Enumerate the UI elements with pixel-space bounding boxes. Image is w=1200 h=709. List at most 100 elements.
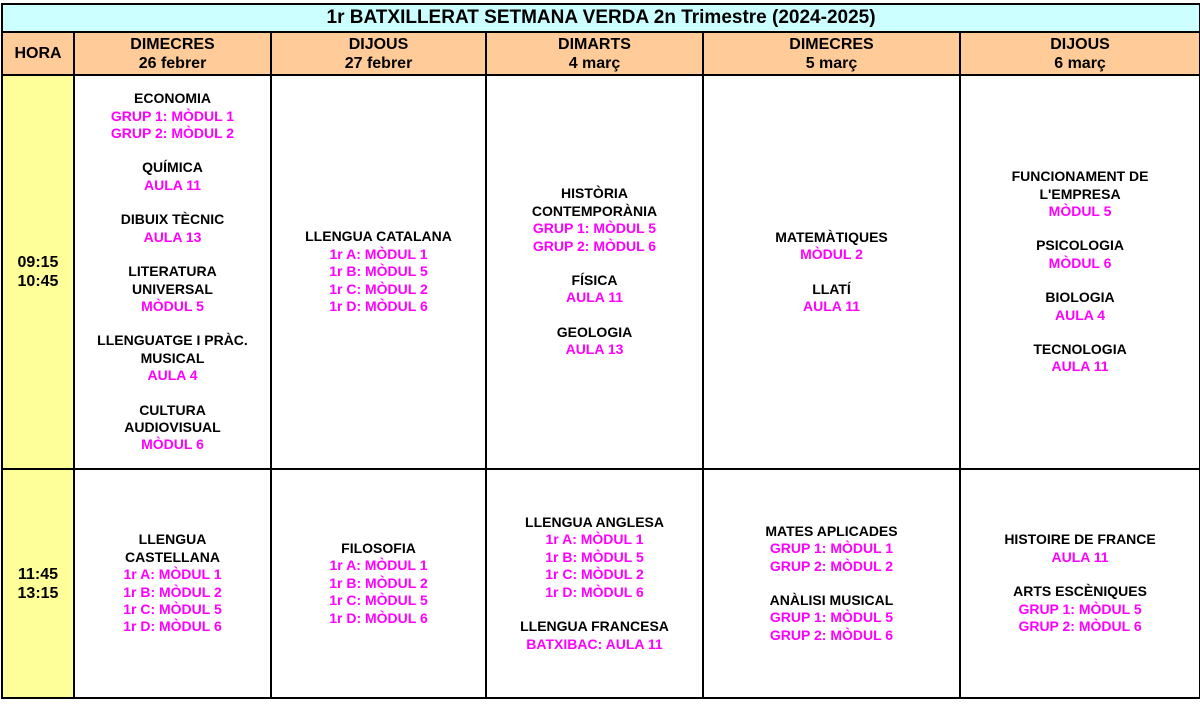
- schedule-cell: FUNCIONAMENT DE L'EMPRESA MÒDUL 5 PSICOLOGI…: [958, 74, 1200, 470]
- room-assignment: 1r B: MÒDUL 5: [545, 548, 644, 565]
- room-assignment: 1r C: MÒDUL 5: [123, 600, 222, 617]
- room-assignment: 1r D: MÒDUL 6: [545, 583, 644, 600]
- subject-name: AUDIOVISUAL: [124, 418, 221, 435]
- schedule-cell: MATEMÀTIQUES MÒDUL 2 LLATÍ AULA 11: [702, 74, 961, 470]
- subject-block: FÍSICA AULA 11: [487, 272, 702, 307]
- subject-name: FÍSICA: [571, 272, 618, 288]
- day-header: DIJOUS 6 març: [958, 31, 1200, 76]
- subject-name: PSICOLOGIA: [1036, 237, 1124, 254]
- day-header: DIMECRES 5 març: [702, 31, 961, 76]
- room-assignment: 1r D: MÒDUL 6: [329, 298, 428, 315]
- room-assignment: MÒDUL 2: [800, 246, 863, 263]
- subject-block: BIOLOGIA AULA 4: [961, 289, 1199, 324]
- subject-name: LLENGUA FRANCESA: [520, 618, 669, 635]
- subject-block: LLENGUA ANGLESA 1r A: MÒDUL 1 1r B: MÒDUL …: [487, 514, 702, 601]
- subject-name: BIOLOGIA: [1045, 289, 1115, 306]
- room-assignment: GRUP 1: MÒDUL 1: [769, 540, 894, 557]
- subject-name: L'EMPRESA: [1039, 185, 1121, 202]
- room-assignment: AULA 11: [565, 289, 624, 306]
- room-assignment: AULA 4: [1055, 306, 1106, 323]
- room-assignment: 1r B: MÒDUL 5: [329, 263, 428, 280]
- room-assignment: 1r A: MÒDUL 1: [545, 531, 644, 548]
- room-assignment: 1r B: MÒDUL 2: [329, 574, 428, 591]
- subject-name: FILOSOFIA: [341, 539, 416, 556]
- subject-block: TECNOLOGIA AULA 11: [961, 341, 1199, 376]
- subject-name: LLATÍ: [812, 280, 851, 297]
- subject-name: UNIVERSAL: [132, 280, 213, 297]
- subject-block: HISTOIRE DE FRANCE AULA 11: [961, 531, 1199, 566]
- room-assignment: GRUP 2: MÒDUL 2: [110, 125, 235, 142]
- subject-block: ECONOMIA GRUP 1: MÒDUL 1 GRUP 2: MÒDUL 2: [75, 90, 270, 142]
- day-name: DIJOUS: [348, 35, 409, 53]
- schedule-cell: LLENGUA CATALANA 1r A: MÒDUL 1 1r B: MÒDUL…: [270, 74, 487, 470]
- room-assignment: GRUP 2: MÒDUL 6: [769, 626, 894, 643]
- subject-block: LITERATURA UNIVERSAL MÒDUL 5: [75, 263, 270, 315]
- room-assignment: AULA 11: [802, 297, 861, 314]
- schedule-cell: ECONOMIA GRUP 1: MÒDUL 1 GRUP 2: MÒDUL 2 QU…: [73, 74, 272, 470]
- subject-name: FUNCIONAMENT DE: [1011, 168, 1149, 185]
- room-assignment: 1r D: MÒDUL 6: [123, 618, 222, 635]
- subject-block: GEOLOGIA AULA 13: [487, 324, 702, 359]
- room-assignment: MÒDUL 5: [141, 297, 204, 314]
- start-time: 09:15: [17, 254, 59, 271]
- subject-name: LLENGUA CATALANA: [305, 228, 452, 245]
- subject-name: HISTOIRE DE FRANCE: [1004, 531, 1156, 548]
- day-name: DIMARTS: [558, 35, 631, 53]
- subject-name: DIBUIX TÈCNIC: [120, 211, 225, 228]
- day-date: 26 febrer: [138, 54, 207, 72]
- room-assignment: GRUP 1: MÒDUL 5: [532, 220, 657, 237]
- subject-block: FILOSOFIA 1r A: MÒDUL 1 1r B: MÒDUL 2 1r C:…: [272, 540, 485, 627]
- subject-block: LLATÍ AULA 11: [704, 281, 959, 316]
- room-assignment: MÒDUL 5: [1048, 202, 1112, 219]
- subject-name: ANÀLISI MUSICAL: [769, 592, 894, 608]
- room-assignment: 1r A: MÒDUL 1: [329, 557, 428, 574]
- subject-name: TECNOLOGIA: [1033, 341, 1127, 358]
- room-assignment: 1r D: MÒDUL 6: [329, 609, 428, 626]
- subject-block: ARTS ESCÈNIQUES GRUP 1: MÒDUL 5 GRUP 2: MÒ…: [961, 583, 1199, 635]
- subject-block: PSICOLOGIA MÒDUL 6: [961, 237, 1199, 272]
- room-assignment: AULA 13: [143, 228, 202, 245]
- room-assignment: 1r B: MÒDUL 2: [123, 583, 222, 600]
- room-assignment: AULA 13: [565, 341, 624, 358]
- day-date: 4 març: [568, 54, 621, 72]
- start-time: 11:45: [17, 565, 59, 583]
- room-assignment: 1r C: MÒDUL 2: [545, 566, 644, 583]
- subject-block: LLENGUA CASTELLANA 1r A: MÒDUL 1 1r B: MÒDU…: [75, 531, 270, 635]
- room-assignment: GRUP 2: MÒDUL 2: [769, 557, 894, 574]
- subject-block: QUÍMICA AULA 11: [75, 159, 270, 194]
- subject-name: CONTEMPORÀNIA: [531, 202, 658, 219]
- day-name: DIMECRES: [130, 35, 215, 53]
- room-assignment: AULA 4: [147, 367, 198, 384]
- room-assignment: 1r A: MÒDUL 1: [123, 566, 222, 583]
- schedule-title: 1r BATXILLERAT SETMANA VERDA 2n Trimestr…: [0, 3, 1200, 33]
- schedule-cell: LLENGUA CASTELLANA 1r A: MÒDUL 1 1r B: MÒDU…: [73, 468, 272, 699]
- schedule-cell: MATES APLICADES GRUP 1: MÒDUL 1 GRUP 2: MÒ…: [702, 468, 961, 699]
- subject-block: CULTURA AUDIOVISUAL MÒDUL 6: [75, 402, 270, 454]
- room-assignment: GRUP 1: MÒDUL 5: [1018, 600, 1142, 617]
- schedule-table: 1r BATXILLERAT SETMANA VERDA 2n Trimestr…: [0, 3, 1200, 699]
- subject-block: LLENGUATGE I PRÀC. MUSICAL AULA 4: [75, 332, 270, 384]
- time-slot: 11:45 13:15: [1, 468, 75, 699]
- day-date: 5 març: [805, 54, 858, 72]
- day-name: DIJOUS: [1050, 35, 1110, 53]
- room-assignment: AULA 11: [1051, 358, 1109, 375]
- subject-name: ECONOMIA: [134, 90, 211, 107]
- room-assignment: 1r A: MÒDUL 1: [329, 245, 428, 262]
- schedule-cell: HISTOIRE DE FRANCE AULA 11 ARTS ESCÈNIQUES…: [958, 468, 1200, 699]
- schedule-cell: LLENGUA ANGLESA 1r A: MÒDUL 1 1r B: MÒDUL …: [485, 468, 704, 699]
- subject-name: MATES APLICADES: [765, 522, 898, 539]
- end-time: 13:15: [17, 584, 59, 602]
- subject-name: ARTS ESCÈNIQUES: [1013, 583, 1147, 600]
- subject-block: ANÀLISI MUSICAL GRUP 1: MÒDUL 5 GRUP 2: MÒ…: [704, 592, 959, 644]
- end-time: 10:45: [17, 273, 59, 290]
- room-assignment: BATXIBAC: AULA 11: [526, 635, 663, 652]
- day-header: DIMARTS 4 març: [485, 31, 704, 76]
- day-header: DIMECRES 26 febrer: [73, 31, 272, 76]
- room-assignment: GRUP 1: MÒDUL 1: [110, 107, 235, 124]
- subject-block: LLENGUA FRANCESA BATXIBAC: AULA 11: [487, 618, 702, 653]
- subject-block: HISTÒRIA CONTEMPORÀNIA GRUP 1: MÒDUL 5 GRUP…: [487, 185, 702, 255]
- subject-name: MATEMÀTIQUES: [775, 228, 888, 245]
- day-name: DIMECRES: [789, 35, 874, 53]
- subject-name: CASTELLANA: [125, 548, 220, 565]
- room-assignment: 1r C: MÒDUL 5: [329, 592, 428, 609]
